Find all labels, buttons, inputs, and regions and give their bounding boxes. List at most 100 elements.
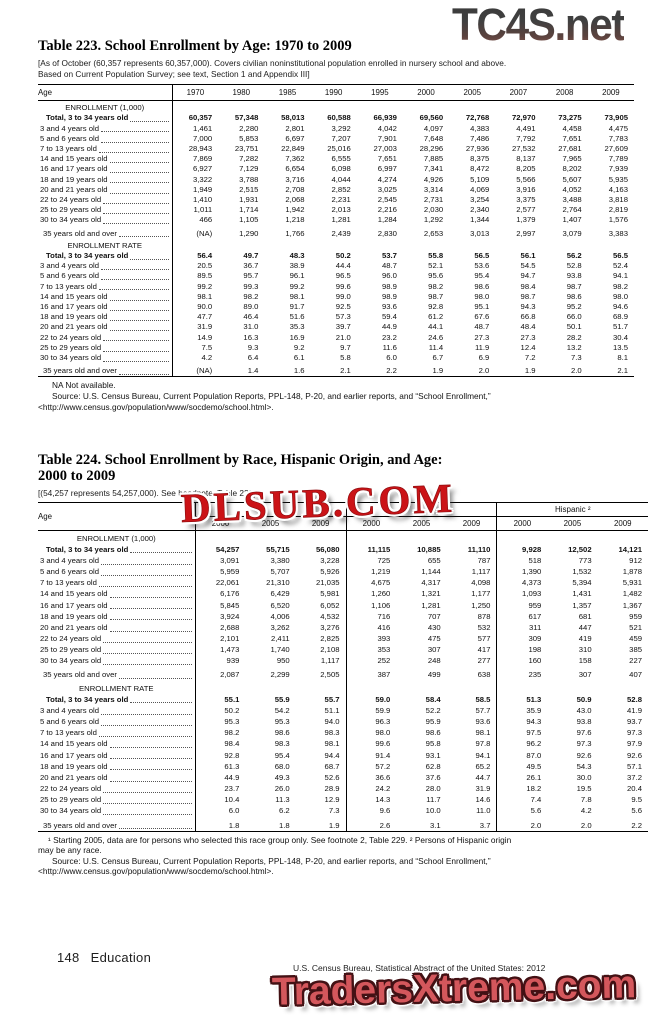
cell: 52.2 xyxy=(425,705,441,715)
cell xyxy=(245,681,295,694)
cell: 7,651 xyxy=(562,133,582,143)
cell: 3,818 xyxy=(608,195,628,205)
cell: 31.9 xyxy=(475,784,491,794)
cell: 56.2 xyxy=(566,251,582,261)
cell: 24.2 xyxy=(345,783,397,795)
cell: 9,928 xyxy=(496,543,548,555)
leader-dots xyxy=(109,299,169,301)
cell: 3,924 xyxy=(220,611,240,621)
cell: 9.6 xyxy=(345,805,397,817)
table223-headnote: [As of October (60,357 represents 60,357… xyxy=(38,58,638,79)
row-label: 35 years old and over xyxy=(38,816,196,832)
cell: 68.0 xyxy=(274,761,290,771)
cell: 12,502 xyxy=(568,544,592,554)
cell: 3,383 xyxy=(608,228,628,238)
row-label: 35 years old and over xyxy=(38,225,173,239)
cell: 28.9 xyxy=(324,784,340,794)
row-label-text: 35 years old and over xyxy=(43,670,117,680)
cell xyxy=(403,101,449,114)
cell: 3,314 xyxy=(423,184,444,194)
cell: 66.0 xyxy=(566,312,582,322)
row-label-text: 7 to 13 years old xyxy=(40,578,97,588)
cell: 93.8 xyxy=(576,717,592,727)
row-label: 3 and 4 years old xyxy=(38,554,196,567)
cell: 447 xyxy=(578,622,592,632)
table-row: 25 to 29 years old 10.4 11.3 12.9 14.3 11.7 14… xyxy=(38,794,648,806)
table-row: 7 to 13 years old 22,061 21,310 21,035 4,675… xyxy=(38,577,648,589)
cell: 2,439 xyxy=(331,228,351,238)
cell: 959 xyxy=(496,599,548,611)
cell: 5,109 xyxy=(470,174,490,184)
cell xyxy=(495,239,541,251)
table-row: 16 and 17 years old 5,845 6,520 6,052 1,106 1… xyxy=(38,599,648,611)
cell: 7,901 xyxy=(377,133,397,143)
cell: 73,275 xyxy=(558,113,582,123)
cell: 52.1 xyxy=(428,261,444,271)
cell: 3,322 xyxy=(192,174,213,184)
cell: 4.2 xyxy=(201,353,213,363)
cell xyxy=(218,239,264,251)
cell: 50.1 xyxy=(566,322,582,332)
year-column-header: 2000 xyxy=(195,516,246,531)
table-row: 3 and 4 years old 20.5 36.7 38.9 44.4 48.7 52.… xyxy=(38,261,634,272)
cell: 7.3 xyxy=(571,353,582,363)
year-column-header: 1985 xyxy=(264,84,311,102)
row-label: 30 to 34 years old xyxy=(38,805,196,817)
cell: 6,098 xyxy=(331,164,351,174)
cell: 39.7 xyxy=(335,322,351,332)
year-column-header: 2000 xyxy=(345,516,397,531)
year-column-header: 2009 xyxy=(295,516,347,531)
table-row: 5 and 6 years old 5,959 5,707 5,926 1,219 1,1… xyxy=(38,566,648,578)
cell: 6,654 xyxy=(285,164,305,174)
cell: 93.6 xyxy=(381,302,397,312)
cell: 4,098 xyxy=(471,578,491,588)
cell: 98.3 xyxy=(274,739,290,749)
cell: 577 xyxy=(477,634,491,643)
cell: 5,394 xyxy=(572,578,592,588)
cell: 52.8 xyxy=(566,261,582,271)
cell xyxy=(449,239,495,251)
cell: 3,716 xyxy=(285,174,305,184)
cell: 11,115 xyxy=(345,543,397,555)
cell: 28.2 xyxy=(566,332,582,342)
row-label: 22 to 24 years old xyxy=(38,195,173,206)
cell: 1,473 xyxy=(220,645,240,655)
cell: 4.2 xyxy=(580,806,592,816)
cell: 53.6 xyxy=(474,261,490,271)
cell: 7,789 xyxy=(608,154,628,164)
cell: 912 xyxy=(629,555,642,565)
table-row: 35 years old and over 1.8 1.8 1.9 2.6 3.1 3.7 2… xyxy=(38,816,648,832)
cell: 1,284 xyxy=(377,215,397,225)
cell: 27,003 xyxy=(373,144,397,153)
table-row: Total, 3 to 34 years old 55.1 55.9 55.7 59.0… xyxy=(38,693,648,705)
cell: 7,792 xyxy=(516,133,536,143)
cell: 4,274 xyxy=(377,174,397,184)
cell: 2,299 xyxy=(270,670,290,680)
cell: 8,205 xyxy=(516,164,536,174)
cell: 16.3 xyxy=(243,332,259,342)
cell: 4,491 xyxy=(516,123,536,133)
footer-left: 148 Education xyxy=(57,950,151,965)
leader-dots xyxy=(109,747,192,749)
row-label-text: 30 to 34 years old xyxy=(40,656,102,666)
year-column-header: 2009 xyxy=(587,84,634,102)
cell xyxy=(495,101,541,114)
leader-dots xyxy=(109,182,169,184)
cell: 4,926 xyxy=(423,174,444,184)
cell: 3,488 xyxy=(562,195,582,205)
cell: 3,916 xyxy=(516,184,536,194)
age-column-header: Age xyxy=(38,84,173,102)
cell: 44.7 xyxy=(475,772,491,782)
cell: 1.6 xyxy=(293,366,305,376)
cell: 98.1 xyxy=(475,728,491,738)
cell: 1,390 xyxy=(496,566,548,578)
cell: 10,885 xyxy=(417,544,441,554)
table224-section: Table 224. School Enrollment by Race, Hi… xyxy=(38,452,650,877)
row-label-text: 16 and 17 years old xyxy=(40,164,108,174)
cell: 1,117 xyxy=(471,567,491,577)
cell: 18.2 xyxy=(496,783,548,795)
cell: 99.2 xyxy=(289,281,305,291)
cell: 6,052 xyxy=(320,600,340,610)
cell: 27,936 xyxy=(465,144,490,153)
cell: 6,520 xyxy=(270,600,290,610)
